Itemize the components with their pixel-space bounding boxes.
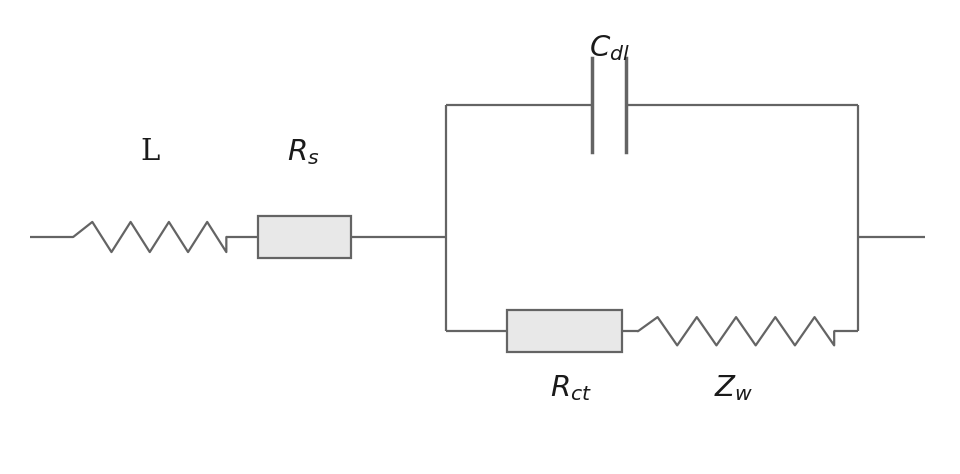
Text: $R_{ct}$: $R_{ct}$ bbox=[550, 373, 592, 403]
Text: $C_{dl}$: $C_{dl}$ bbox=[588, 34, 630, 64]
Text: L: L bbox=[140, 138, 159, 166]
Bar bbox=[258, 216, 350, 258]
Bar bbox=[507, 310, 622, 353]
Text: $R_s$: $R_s$ bbox=[287, 137, 319, 167]
Text: $Z_w$: $Z_w$ bbox=[714, 373, 754, 403]
